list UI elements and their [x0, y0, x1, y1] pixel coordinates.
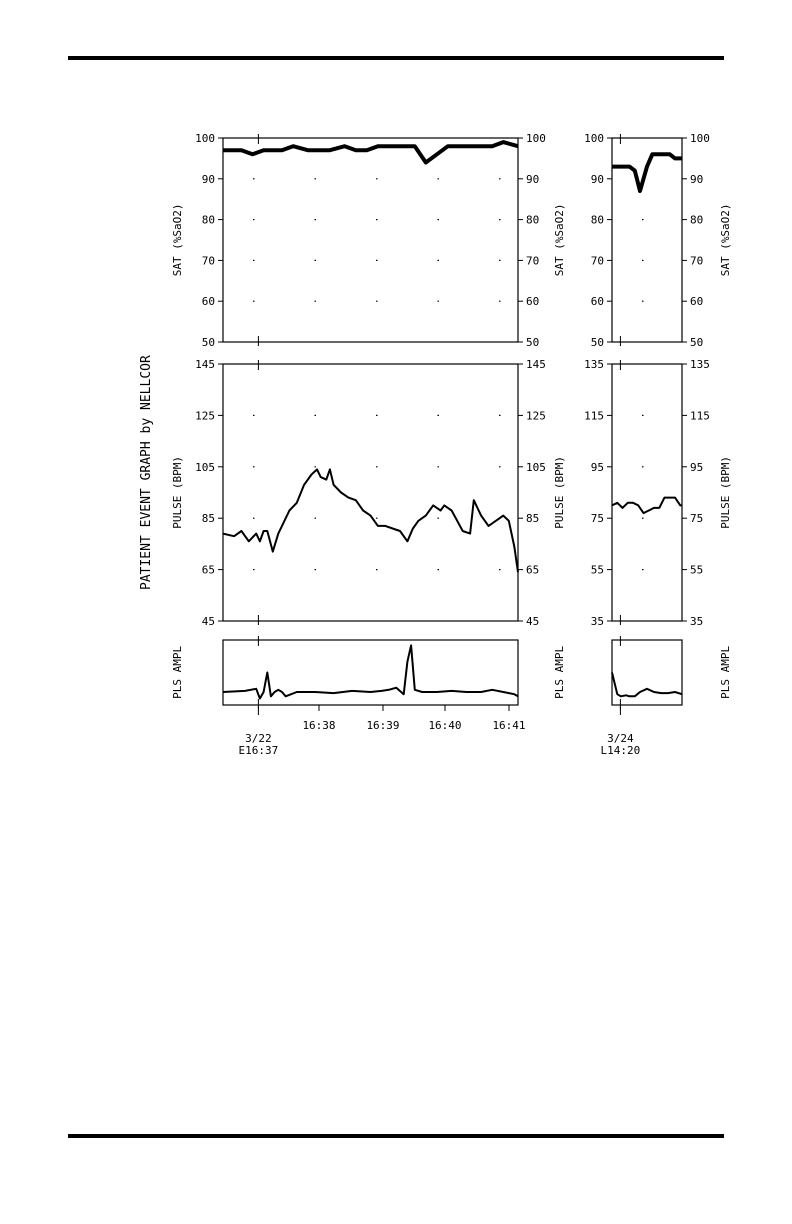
left-sat-ytick-label-right: 80 — [526, 214, 539, 227]
left-pulse-ytick-label-right: 65 — [526, 564, 539, 577]
left-sat-ytick-label: 70 — [202, 254, 215, 267]
right-pulse-ytick-label: 95 — [591, 461, 604, 474]
left-pulse-ytick-label-right: 125 — [526, 409, 546, 422]
left-pls-ampl-frame — [222, 639, 519, 706]
left-sat-ytick-label: 50 — [202, 336, 215, 349]
right-sat-ytick-label-right: 90 — [690, 173, 703, 186]
right-sat-ytick-label: 80 — [591, 214, 604, 227]
left-pulse-ytick-label-right: 105 — [526, 461, 546, 474]
left-pulse-ytick-label: 105 — [195, 461, 215, 474]
left-pls-ampl-xtick-label: 16:41 — [492, 719, 525, 732]
right-pulse-ytick-label: 135 — [584, 358, 604, 371]
left-pulse-ytick-label: 145 — [195, 358, 215, 371]
left-pulse-ytick-label: 65 — [202, 564, 215, 577]
right-sat-ytick-label: 70 — [591, 254, 604, 267]
right-sat-ytick-label-right: 100 — [690, 132, 710, 145]
right-pulse-ytick-label-right: 55 — [690, 564, 703, 577]
left-sat-ytick-label-right: 90 — [526, 173, 539, 186]
right-pls-ampl-series-line — [611, 672, 683, 698]
bottom-rule — [68, 1134, 724, 1138]
left-pulse-ylabel-right: PULSE (BPM) — [553, 456, 566, 529]
right-pulse-ytick-label: 55 — [591, 564, 604, 577]
right-pulse-frame — [611, 363, 683, 622]
right-sat-ylabel-right: SAT (%SaO2) — [719, 203, 732, 276]
left-sat-ytick-label-right: 100 — [526, 132, 546, 145]
left-sat-ylabel: SAT (%SaO2) — [171, 203, 184, 276]
left-pulse-ylabel: PULSE (BPM) — [171, 456, 184, 529]
right-pulse-ytick-label-right: 35 — [690, 615, 703, 628]
left-pls-ampl-start-time: E16:37 — [239, 744, 279, 757]
left-pulse-series-line — [222, 468, 519, 573]
right-pls-ampl-ylabel-right: PLS AMPL — [719, 646, 732, 699]
right-sat-ytick-label: 100 — [584, 132, 604, 145]
left-pls-ampl-series-line — [222, 644, 519, 700]
left-sat-ytick-label: 60 — [202, 295, 215, 308]
left-sat-series-line — [223, 140, 519, 165]
left-pulse-ytick-label: 85 — [202, 512, 215, 525]
left-sat-ytick-label: 80 — [202, 214, 215, 227]
left-pulse-ytick-label-right: 45 — [526, 615, 539, 628]
left-sat-ytick-label-right: 60 — [526, 295, 539, 308]
right-pulse-ylabel-right: PULSE (BPM) — [719, 456, 732, 529]
left-pls-ampl-start-date: 3/22 — [245, 732, 272, 745]
left-pls-ampl-xtick-label: 16:38 — [302, 719, 335, 732]
right-pulse-ytick-label-right: 135 — [690, 358, 710, 371]
right-sat-ytick-label: 60 — [591, 295, 604, 308]
right-pulse-ytick-label: 35 — [591, 615, 604, 628]
right-pulse-series-line — [611, 496, 682, 515]
left-sat-ytick-label-right: 50 — [526, 336, 539, 349]
right-pls-ampl-start-time: L14:20 — [601, 744, 641, 757]
left-pls-ampl-ylabel: PLS AMPL — [171, 646, 184, 699]
right-pulse-ytick-label-right: 95 — [690, 461, 703, 474]
left-pls-ampl-ylabel-right: PLS AMPL — [553, 646, 566, 699]
right-sat-ytick-label-right: 50 — [690, 336, 703, 349]
right-sat-ytick-label-right: 60 — [690, 295, 703, 308]
left-pulse-ytick-label: 125 — [195, 409, 215, 422]
right-sat-ytick-label-right: 70 — [690, 254, 703, 267]
top-rule — [68, 56, 724, 60]
right-sat-ytick-label-right: 80 — [690, 214, 703, 227]
left-sat-ylabel-right: SAT (%SaO2) — [553, 203, 566, 276]
right-pls-ampl-start-date: 3/24 — [607, 732, 634, 745]
left-sat-frame — [222, 137, 519, 343]
right-pulse-ytick-label-right: 115 — [690, 409, 710, 422]
left-pls-ampl-xtick-label: 16:39 — [366, 719, 399, 732]
right-sat-frame — [611, 137, 683, 343]
right-sat-ytick-label: 90 — [591, 173, 604, 186]
left-pulse-ytick-label-right: 85 — [526, 512, 539, 525]
left-pulse-ytick-label: 45 — [202, 615, 215, 628]
right-pulse-ytick-label: 75 — [591, 512, 604, 525]
left-pulse-ytick-label-right: 145 — [526, 358, 546, 371]
right-pulse-ytick-label: 115 — [584, 409, 604, 422]
left-pls-ampl-xtick-label: 16:40 — [428, 719, 461, 732]
left-sat-ytick-label-right: 70 — [526, 254, 539, 267]
graph-title: PATIENT EVENT GRAPH by NELLCOR — [139, 355, 154, 590]
left-pulse-frame — [222, 363, 519, 622]
right-pulse-ytick-label-right: 75 — [690, 512, 703, 525]
right-sat-ytick-label: 50 — [591, 336, 604, 349]
left-sat-ytick-label: 90 — [202, 173, 215, 186]
left-sat-ytick-label: 100 — [195, 132, 215, 145]
right-sat-series-line — [612, 152, 682, 193]
